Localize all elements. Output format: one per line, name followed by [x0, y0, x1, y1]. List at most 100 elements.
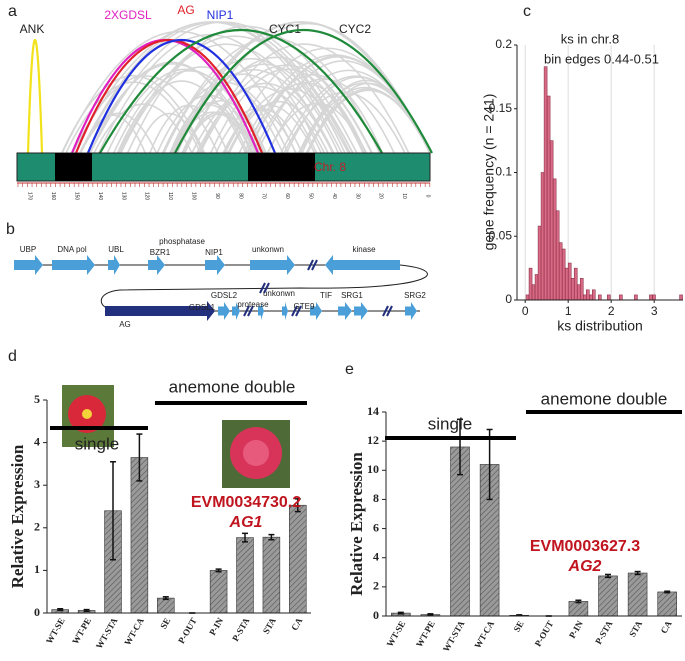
gene-arrow	[354, 302, 368, 320]
flower-center	[82, 409, 92, 419]
gene-label: protease	[237, 300, 269, 309]
bar	[598, 575, 618, 617]
ruler-label: 30	[354, 193, 360, 199]
synteny-arcs	[61, 21, 431, 154]
x-tick-label: P-IN	[207, 616, 225, 637]
gray-arc	[163, 58, 340, 154]
y-tick-label: 1	[34, 562, 40, 576]
x-tick-label: WT-STA	[441, 619, 467, 654]
y-tick-label: 0.2	[495, 37, 512, 51]
histogram-bar	[537, 225, 542, 301]
ruler-label: 110	[167, 192, 173, 200]
gene-label: GDSL2	[211, 291, 238, 300]
y-tick-label: 0.1	[495, 165, 512, 179]
histogram-bar	[549, 140, 554, 301]
gene-arrow	[338, 302, 352, 320]
gray-arc	[283, 91, 406, 154]
histogram-bar	[573, 267, 578, 301]
gene-id: EVM0003627.3	[530, 538, 640, 555]
y-tick-label: 14	[367, 404, 379, 418]
gene-arrow	[218, 302, 230, 320]
ruler-label: 120	[144, 192, 150, 201]
gene-label: kinase	[352, 245, 376, 254]
gray-arc	[299, 86, 431, 154]
chromosome-block	[55, 153, 92, 181]
gene-name: AG2	[568, 558, 602, 575]
ruler-label: 170	[27, 192, 33, 201]
gray-arc	[135, 112, 204, 154]
histogram-bar	[552, 178, 557, 301]
arc-label: ANK	[20, 22, 45, 36]
break-mark	[243, 305, 250, 317]
x-tick-label: WT-SE	[385, 619, 408, 648]
bar	[568, 601, 589, 617]
annotation: bin edges 0.44-0.51	[544, 51, 659, 66]
x-tick-label: CA	[659, 619, 674, 636]
ruler-label: 10	[401, 193, 407, 199]
histogram-bar	[534, 274, 539, 301]
histogram-bar	[570, 278, 575, 301]
histogram-bar	[649, 294, 653, 301]
gene-arrow	[250, 255, 295, 275]
y-tick-label: 2	[373, 579, 379, 593]
gene-label: UBL	[108, 245, 124, 254]
gene-arrow	[310, 302, 322, 320]
ruler-label: 130	[120, 192, 126, 201]
gene-label: UBP	[20, 245, 36, 254]
gene-arrow	[282, 302, 288, 320]
y-tick-label: 0.15	[489, 101, 513, 115]
histogram-bar	[598, 294, 602, 301]
x-tick-label: P-IN	[567, 619, 585, 640]
x-tick-label: WT-STA	[94, 616, 120, 651]
y-tick-label: 2	[34, 520, 40, 534]
chromosome-label: Chr. 8	[314, 160, 346, 174]
histogram-bar	[558, 242, 563, 301]
y-tick-label: 5	[34, 392, 40, 406]
x-tick-label: P-OUT	[176, 616, 199, 645]
histogram-bar	[543, 66, 548, 301]
break-mark	[259, 282, 266, 294]
histogram-bar	[564, 267, 569, 301]
y-tick-label: 3	[34, 477, 40, 491]
gene-label: unkonwn	[263, 289, 295, 298]
histogram-bar	[585, 289, 590, 301]
histogram-bar	[619, 294, 623, 301]
gene-arc	[174, 28, 433, 154]
histogram-bar	[528, 267, 533, 301]
histogram-bar	[540, 172, 545, 301]
y-tick-label: 0	[505, 292, 512, 306]
gene-label: AG	[119, 320, 131, 329]
chromosome-block	[248, 153, 315, 181]
ruler-label: 70	[261, 193, 267, 199]
x-tick-label: CA	[289, 616, 304, 633]
x-tick-label: 1	[565, 304, 572, 318]
gray-arc	[61, 30, 297, 154]
x-tick-label: WT-SE	[44, 616, 67, 645]
histogram-bar	[525, 294, 530, 301]
x-tick-label: 2	[608, 304, 615, 318]
gray-arc	[79, 112, 158, 154]
ruler-label: 60	[284, 193, 290, 199]
bar	[157, 597, 175, 614]
histogram-bar	[561, 248, 566, 301]
break-mark	[295, 305, 302, 317]
y-tick-label: 10	[367, 462, 379, 476]
x-tick-label: WT-PE	[70, 616, 93, 646]
bar	[209, 570, 228, 614]
gene-label: NIP1	[205, 248, 223, 257]
bar	[262, 536, 281, 614]
histogram-bar	[555, 210, 560, 301]
gene-id: EVM0034730.2	[191, 494, 301, 511]
gray-arc	[89, 21, 358, 154]
y-tick-label: 0	[34, 605, 40, 619]
break-mark	[291, 305, 298, 317]
histogram-bar	[567, 262, 572, 301]
break-mark	[382, 305, 389, 317]
ruler-label: 160	[50, 192, 56, 201]
gray-arc	[222, 104, 316, 154]
scaffold	[100, 264, 428, 312]
y-tick-label: 12	[367, 433, 379, 447]
gray-arc	[191, 85, 326, 154]
panel-label: b	[6, 221, 15, 238]
group-label: single	[75, 434, 119, 453]
